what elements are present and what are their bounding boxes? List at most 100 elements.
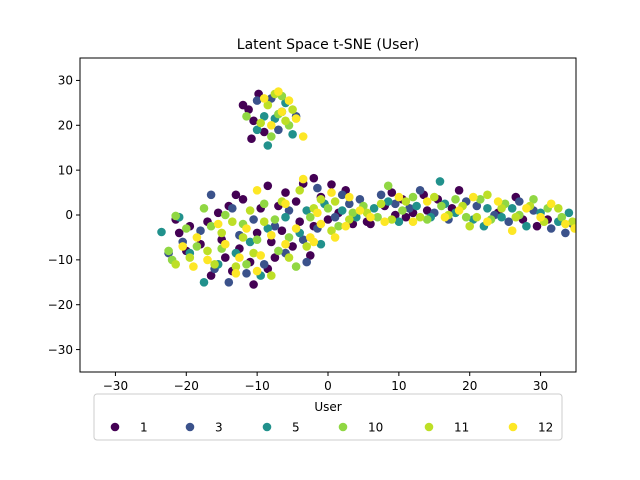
point-user-5-30 bbox=[497, 212, 506, 222]
legend-marker-user-10 bbox=[338, 422, 348, 432]
point-user-11-26 bbox=[483, 190, 492, 200]
point-user-11-14 bbox=[316, 195, 326, 204]
point-user-5-20 bbox=[383, 197, 393, 206]
point-user-12-0 bbox=[274, 87, 283, 96]
point-user-12-42 bbox=[561, 219, 570, 229]
point-user-3-41 bbox=[270, 221, 280, 231]
legend-marker-user-5 bbox=[262, 422, 272, 432]
point-user-12-6 bbox=[267, 121, 276, 130]
point-user-11-27 bbox=[497, 204, 506, 213]
point-user-12-48 bbox=[252, 186, 262, 195]
point-user-12-22 bbox=[281, 199, 290, 209]
point-user-12-28 bbox=[366, 212, 375, 222]
x-tick-label: −30 bbox=[103, 379, 128, 393]
point-user-12-40 bbox=[536, 212, 545, 222]
point-user-5-19 bbox=[369, 204, 379, 213]
x-tick-label: 20 bbox=[462, 379, 477, 393]
point-user-12-9 bbox=[189, 262, 198, 271]
point-user-5-31 bbox=[507, 204, 517, 213]
point-user-1-4 bbox=[259, 127, 269, 137]
point-user-12-43 bbox=[570, 224, 576, 233]
point-user-3-17 bbox=[330, 212, 340, 222]
point-user-5-2 bbox=[263, 141, 273, 150]
point-user-10-35 bbox=[557, 212, 567, 222]
point-user-1-26 bbox=[267, 237, 276, 247]
point-user-5-5 bbox=[288, 130, 297, 139]
legend-marker-user-12 bbox=[508, 422, 518, 432]
point-user-1-53 bbox=[401, 212, 411, 222]
point-user-11-9 bbox=[228, 217, 237, 226]
point-user-11-22 bbox=[430, 192, 439, 202]
y-tick-label: −20 bbox=[48, 298, 73, 312]
point-user-1-21 bbox=[174, 228, 184, 238]
point-user-1-3 bbox=[238, 100, 248, 110]
point-user-11-7 bbox=[203, 246, 212, 256]
point-user-10-22 bbox=[383, 181, 393, 191]
point-user-10-10 bbox=[206, 221, 216, 231]
y-tick-label: 10 bbox=[58, 163, 73, 177]
point-user-5-13 bbox=[263, 224, 273, 233]
point-user-12-4 bbox=[291, 114, 301, 123]
point-user-1-9 bbox=[309, 173, 319, 183]
point-user-3-25 bbox=[376, 190, 386, 200]
point-user-11-1 bbox=[281, 116, 290, 126]
legend-label-user-10: 10 bbox=[368, 421, 383, 435]
y-tick-label: 30 bbox=[58, 74, 73, 88]
point-user-10-9 bbox=[192, 242, 202, 251]
legend-label-user-5: 5 bbox=[292, 421, 300, 435]
point-user-1-36 bbox=[206, 271, 216, 280]
point-user-12-30 bbox=[394, 192, 404, 202]
x-tick-label: 30 bbox=[533, 379, 548, 393]
point-user-12-44 bbox=[242, 224, 251, 233]
point-user-1-42 bbox=[288, 242, 297, 251]
point-user-12-11 bbox=[221, 239, 230, 249]
point-user-11-6 bbox=[171, 260, 180, 269]
point-user-11-4 bbox=[288, 105, 297, 114]
point-user-1-28 bbox=[295, 217, 305, 226]
x-tick-label: 0 bbox=[324, 379, 332, 393]
point-user-1-56 bbox=[532, 221, 542, 231]
point-user-12-31 bbox=[408, 217, 418, 226]
point-user-11-11 bbox=[259, 217, 269, 226]
point-user-12-45 bbox=[213, 219, 223, 229]
point-user-11-19 bbox=[387, 215, 397, 224]
point-user-1-46 bbox=[387, 188, 397, 197]
point-user-10-3 bbox=[242, 112, 251, 121]
point-user-11-13 bbox=[295, 186, 305, 195]
point-user-5-32 bbox=[522, 221, 531, 231]
point-user-11-35 bbox=[267, 271, 276, 280]
point-user-1-52 bbox=[454, 186, 464, 195]
y-tick-label: 20 bbox=[58, 118, 73, 132]
points-layer bbox=[157, 87, 576, 289]
point-user-12-33 bbox=[440, 212, 450, 222]
point-user-3-4 bbox=[252, 96, 262, 105]
point-user-12-1 bbox=[284, 96, 294, 105]
point-user-3-32 bbox=[472, 201, 482, 211]
x-tick-label: −10 bbox=[244, 379, 269, 393]
point-user-5-22 bbox=[412, 201, 421, 211]
point-user-5-38 bbox=[316, 239, 326, 249]
point-user-3-18 bbox=[345, 199, 354, 209]
point-user-11-28 bbox=[511, 212, 521, 222]
point-user-3-34 bbox=[504, 217, 513, 226]
point-user-12-16 bbox=[281, 239, 290, 249]
point-user-11-41 bbox=[327, 226, 336, 235]
legend-title: User bbox=[314, 400, 341, 414]
point-user-11-25 bbox=[472, 212, 482, 222]
point-user-1-13 bbox=[291, 197, 301, 206]
point-user-12-41 bbox=[546, 199, 556, 209]
point-user-12-19 bbox=[316, 219, 326, 229]
point-user-12-20 bbox=[330, 233, 340, 242]
y-tick-label: −10 bbox=[48, 253, 73, 267]
point-user-3-19 bbox=[337, 190, 347, 200]
point-user-3-22 bbox=[249, 215, 258, 224]
point-user-1-27 bbox=[277, 226, 287, 235]
point-user-10-37 bbox=[242, 260, 251, 269]
point-user-11-36 bbox=[284, 253, 294, 262]
point-user-1-2 bbox=[249, 116, 258, 126]
legend: User 1 3 5 10 11 12 bbox=[93, 393, 563, 441]
point-user-3-7 bbox=[196, 226, 205, 235]
point-user-10-19 bbox=[348, 208, 358, 218]
point-user-12-2 bbox=[277, 107, 287, 117]
point-user-12-10 bbox=[203, 255, 212, 265]
